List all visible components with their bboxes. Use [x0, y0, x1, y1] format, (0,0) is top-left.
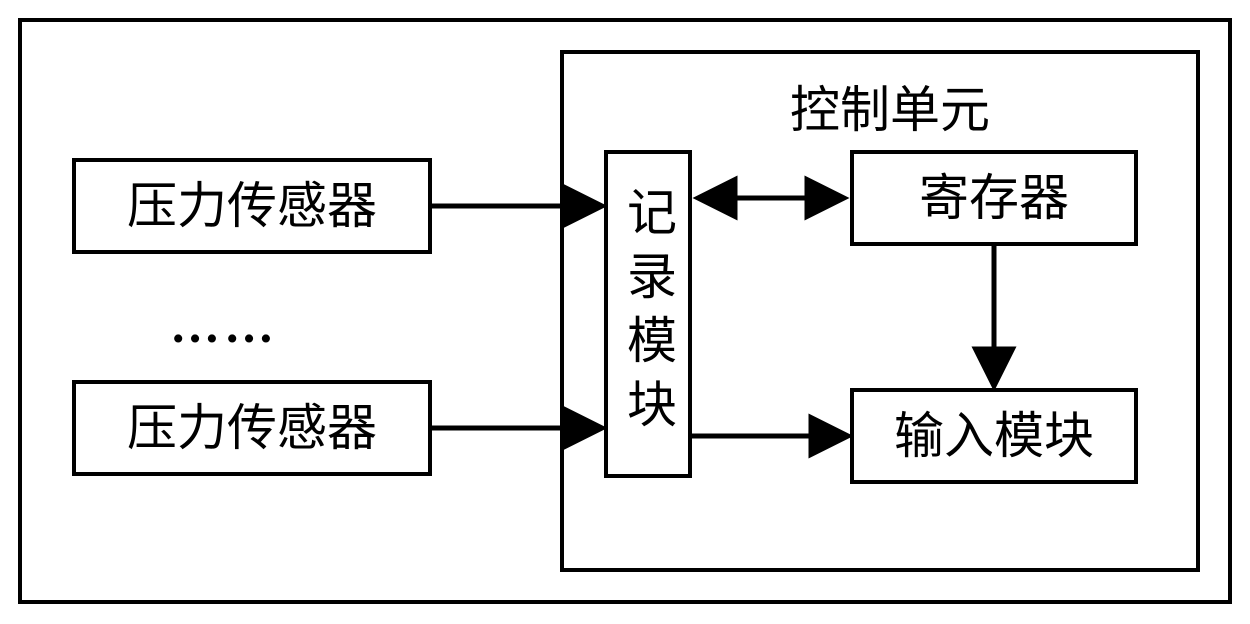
node-sensor-bottom-label: 压力传感器 [127, 401, 377, 456]
control-unit-title: 控制单元 [790, 70, 990, 142]
ellipsis: …… [170, 296, 278, 354]
node-record-label: 记录模块 [612, 186, 684, 442]
node-register-label: 寄存器 [919, 171, 1069, 226]
node-input-module: 输入模块 [850, 388, 1138, 484]
node-sensor-top: 压力传感器 [72, 158, 432, 254]
node-register: 寄存器 [850, 150, 1138, 246]
node-sensor-bottom: 压力传感器 [72, 380, 432, 476]
node-record: 记录模块 [604, 150, 692, 478]
node-input-module-label: 输入模块 [894, 409, 1094, 464]
node-sensor-top-label: 压力传感器 [127, 179, 377, 234]
